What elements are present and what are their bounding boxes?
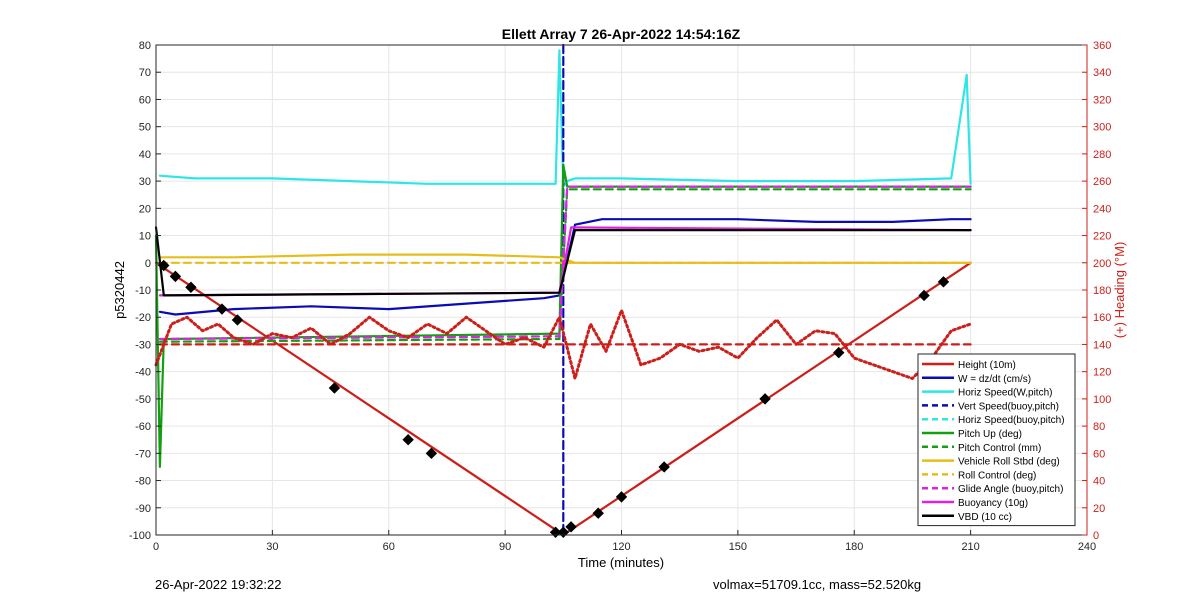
data-marker — [169, 270, 182, 283]
legend: Height (10m) W = dz/dt (cm/s) Horiz Speed(… — [917, 353, 1076, 527]
x-tick-label: 30 — [266, 541, 278, 553]
y-tick-label: -20 — [135, 312, 151, 324]
x-axis-label: Time (minutes) — [578, 555, 664, 570]
data-marker — [592, 507, 604, 519]
x-tick-label: 120 — [612, 541, 630, 553]
legend-label: Pitch Control (mm) — [958, 443, 1041, 454]
data-marker — [216, 303, 228, 315]
y2-tick-label: 80 — [1093, 421, 1105, 433]
y2-tick-label: 280 — [1093, 149, 1111, 161]
data-marker — [937, 276, 950, 288]
x-tick-label: 240 — [1078, 541, 1096, 553]
y-tick-label: -90 — [135, 503, 151, 515]
y-tick-label: -10 — [135, 285, 151, 297]
series-line — [154, 308, 973, 380]
legend-label: Vehicle Roll Stbd (deg) — [958, 457, 1060, 468]
legend-label: Glide Angle (buoy,pitch) — [958, 484, 1063, 495]
y-tick-label: -50 — [135, 394, 151, 406]
footer-date: 26-Apr-2022 19:32:22 — [155, 577, 282, 592]
y2-tick-label: 360 — [1093, 40, 1111, 52]
data-marker — [425, 447, 438, 460]
y-tick-label: 40 — [139, 149, 151, 161]
legend-label: Height (10m) — [958, 360, 1016, 371]
legend-label: VBD (10 cc) — [958, 512, 1012, 523]
y-tick-label: 20 — [139, 203, 151, 215]
y2-tick-label: 340 — [1093, 67, 1111, 79]
x-tick-label: 210 — [961, 541, 979, 553]
y2-tick-label: 240 — [1093, 203, 1111, 215]
legend-label: Roll Control (deg) — [958, 470, 1036, 481]
legend-label: Horiz Speed(W,pitch) — [958, 388, 1052, 399]
x-tick-label: 90 — [499, 541, 511, 553]
x-tick-label: 180 — [845, 541, 863, 553]
y-tick-label: 0 — [145, 258, 151, 270]
y2-tick-label: 20 — [1093, 503, 1105, 515]
y2-tick-label: 320 — [1093, 94, 1111, 106]
legend-label: Buoyancy (10g) — [958, 498, 1028, 509]
x-tick-label: 0 — [153, 541, 159, 553]
series-line — [154, 163, 972, 468]
plot-area — [154, 43, 973, 538]
chart-title: Ellett Array 7 26-Apr-2022 14:54:16Z — [502, 26, 741, 42]
data-marker — [402, 434, 414, 446]
y-tick-label: 70 — [139, 67, 151, 79]
y2-tick-label: 160 — [1093, 312, 1111, 324]
legend-label: Vert Speed(buoy,pitch) — [958, 401, 1059, 412]
data-marker — [328, 382, 341, 394]
x-tick-label: 60 — [383, 541, 395, 553]
data-marker — [158, 259, 170, 272]
legend-label: Horiz Speed(buoy,pitch) — [958, 415, 1065, 426]
y-tick-label: -40 — [135, 367, 151, 379]
y-tick-label: 80 — [139, 40, 151, 52]
legend-box — [917, 353, 1076, 527]
y-tick-label: -80 — [135, 476, 151, 488]
data-marker — [231, 314, 244, 326]
data-marker — [565, 521, 577, 533]
legend-label: W = dz/dt (cm/s) — [958, 374, 1031, 385]
y-tick-label: 50 — [139, 122, 151, 134]
y2-tick-label: 140 — [1093, 339, 1111, 351]
y-tick-label: -30 — [135, 339, 151, 351]
y2-tick-label: 200 — [1093, 258, 1111, 270]
data-marker — [615, 491, 628, 503]
data-marker — [185, 281, 197, 293]
y2-tick-label: 180 — [1093, 285, 1111, 297]
y-tick-label: 30 — [139, 176, 151, 188]
legend-label: Pitch Up (deg) — [958, 429, 1022, 440]
x-tick-label: 150 — [729, 541, 747, 553]
y-axis-label: p5320442 — [112, 261, 127, 319]
series-line — [158, 185, 972, 341]
y2-tick-label: 300 — [1093, 122, 1111, 134]
y2-tick-label: 120 — [1093, 367, 1111, 379]
data-marker — [833, 346, 845, 359]
y2-tick-label: 60 — [1093, 448, 1105, 460]
data-marker — [658, 461, 670, 473]
y-tick-label: -70 — [135, 448, 151, 460]
y2-axis-label: (+) Heading (°M) — [1112, 242, 1127, 339]
y2-tick-label: 220 — [1093, 231, 1111, 243]
y-tick-label: 10 — [139, 231, 151, 243]
y2-tick-label: 0 — [1093, 530, 1099, 542]
y-tick-label: 60 — [139, 94, 151, 106]
y2-tick-label: 40 — [1093, 476, 1105, 488]
footer-info: volmax=51709.1cc, mass=52.520kg — [713, 577, 922, 592]
y-tick-label: -100 — [129, 530, 151, 542]
y-tick-label: -60 — [135, 421, 151, 433]
data-marker — [918, 289, 930, 302]
y2-tick-label: 260 — [1093, 176, 1111, 188]
series-line — [154, 226, 972, 297]
axes: 0 30 60 90 120 150 180 210 240-100-90-80-70-60-5… — [129, 40, 1111, 553]
y2-tick-label: 100 — [1093, 394, 1111, 406]
data-marker — [759, 393, 771, 405]
